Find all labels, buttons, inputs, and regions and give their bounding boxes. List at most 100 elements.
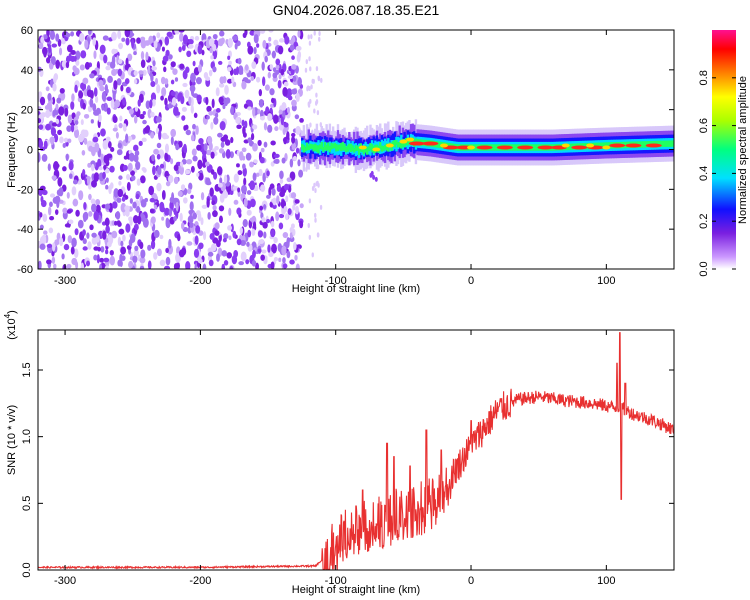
spectrogram-cell xyxy=(281,101,287,111)
spectrogram-cell xyxy=(269,88,275,96)
spectrogram-cell xyxy=(284,35,290,45)
y-tick-label: -20 xyxy=(17,184,33,196)
spectrogram-cell xyxy=(281,157,286,164)
spectrogram-cell xyxy=(212,210,218,218)
spectrogram-cell xyxy=(73,248,79,259)
spectrogram-cell xyxy=(273,256,279,262)
spectrogram-cell xyxy=(104,84,108,93)
spectrogram-cell xyxy=(141,137,147,143)
spectrogram-cell xyxy=(270,229,275,238)
spectrogram-cell xyxy=(109,61,116,69)
spectrogram-cell xyxy=(270,140,276,146)
spectrogram-cell xyxy=(115,211,121,220)
spectrogram-cell xyxy=(297,78,302,86)
spectrogram-cell xyxy=(170,136,174,146)
spectrogram-cell xyxy=(84,61,90,70)
spectrogram-cell xyxy=(193,248,200,258)
spectrogram-cell xyxy=(63,137,69,143)
spectrogram-cell xyxy=(150,80,156,88)
spectrogram-cell xyxy=(194,35,200,41)
spectrogram-cell xyxy=(202,263,207,269)
spectrogram-cell xyxy=(316,180,319,186)
spectrogram-cell xyxy=(257,139,262,147)
spectrogram-cell xyxy=(55,103,59,111)
spectrogram-cell xyxy=(75,59,80,66)
spectrogram-band-cell xyxy=(338,144,341,150)
spectrogram-cell xyxy=(198,172,204,181)
spectrogram-cell xyxy=(55,118,60,125)
spectrogram-cell xyxy=(70,101,75,110)
spectrogram-cell xyxy=(112,115,118,124)
spectrogram-peak xyxy=(496,145,513,150)
spectrogram-cell xyxy=(179,32,184,42)
spectrogram-cell xyxy=(278,257,282,263)
spectrogram-cell xyxy=(218,215,223,224)
spectrogram-cell xyxy=(48,43,52,54)
spectrogram-cell xyxy=(178,165,182,172)
spectrogram-cell xyxy=(242,163,246,170)
spectrogram-cell xyxy=(250,75,255,81)
spectrogram-cell xyxy=(47,92,52,101)
spectrogram-cell xyxy=(190,134,195,142)
spectrogram-cell xyxy=(212,205,217,211)
spectrogram-cell xyxy=(87,162,92,168)
spectrogram-peak xyxy=(358,145,367,150)
spectrogram-band-cell xyxy=(333,141,336,156)
spectrogram-cell xyxy=(252,249,256,259)
spectrogram-cell xyxy=(275,211,280,222)
spectrogram-marks xyxy=(38,30,674,269)
spectrogram-cell xyxy=(164,152,169,162)
spectrogram-cell xyxy=(195,225,201,234)
spectrogram-cell xyxy=(131,38,135,49)
spectrogram-cell xyxy=(43,230,48,235)
spectrogram-cell xyxy=(109,165,115,173)
spectrogram-cell xyxy=(138,70,144,75)
spectrogram-cell xyxy=(315,66,319,72)
spectrogram-cell xyxy=(164,170,169,177)
spectrogram-cell xyxy=(81,150,86,156)
spectrogram-cell xyxy=(186,188,192,194)
spectrogram-cell xyxy=(78,134,85,143)
spectrogram-cell xyxy=(192,60,196,67)
spectrogram-cell xyxy=(238,65,244,76)
spectrogram-cell xyxy=(259,116,265,121)
spectrogram-cell xyxy=(190,72,196,83)
spectrogram-cell xyxy=(136,205,141,213)
spectrogram-cell xyxy=(188,182,193,191)
spectrogram-cell xyxy=(273,237,278,244)
colorbar: 0.0 0.2 0.4 0.6 0.8 Normalized spectral ampl… xyxy=(698,30,749,277)
spectrogram-peak xyxy=(571,145,588,150)
spectrogram-cell xyxy=(105,184,109,190)
spectrogram-band-cell xyxy=(302,145,306,153)
spectrogram-cell xyxy=(173,164,179,172)
spectrogram-cell xyxy=(182,82,188,88)
spectrogram-cell xyxy=(308,198,312,204)
spectrogram-cell xyxy=(124,64,129,71)
spectrogram-cell xyxy=(111,230,118,239)
spectrogram-band-cell xyxy=(659,140,663,148)
spectrogram-cell xyxy=(291,136,296,144)
spectrogram-band-cell xyxy=(379,142,382,149)
spectrogram-cell xyxy=(88,211,93,217)
spectrogram-cell xyxy=(147,64,151,75)
spectrogram-cell xyxy=(148,35,154,46)
spectrogram-cell xyxy=(219,177,223,185)
spectrogram-cell xyxy=(270,261,275,269)
spectrogram-cell xyxy=(223,98,229,107)
spectrogram-cell xyxy=(173,216,177,222)
spectrogram-cell xyxy=(227,78,233,84)
spectrogram-cell xyxy=(62,264,67,269)
spectrogram-cell xyxy=(208,142,213,151)
spectrogram-cell xyxy=(237,170,243,176)
spectrogram-cell xyxy=(170,61,176,68)
spectrogram-cell xyxy=(210,121,214,130)
spectrogram-y-label: Frequency (Hz) xyxy=(6,112,18,188)
spectrogram-cell xyxy=(219,121,226,131)
spectrogram-cell xyxy=(171,192,175,202)
spectrogram-cell xyxy=(82,169,86,177)
x-tick-label: 100 xyxy=(597,575,615,587)
spectrogram-band-cell xyxy=(357,146,361,156)
spectrogram-cell xyxy=(79,32,85,43)
spectrogram-band-cell xyxy=(387,143,390,152)
spectrogram-cell xyxy=(317,76,321,82)
